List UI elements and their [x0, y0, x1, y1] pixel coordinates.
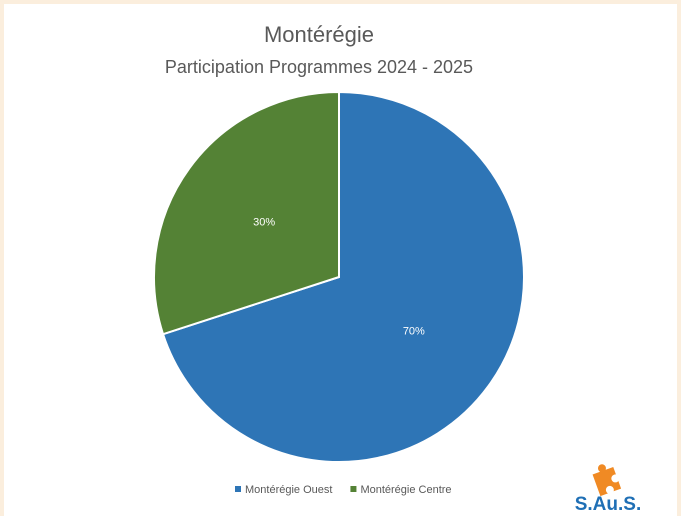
legend-label: Montérégie Ouest	[245, 484, 332, 496]
pie-slice	[161, 90, 525, 463]
chart-title: Montérégie	[264, 22, 374, 47]
legend-swatch	[235, 486, 241, 492]
logo-icon	[592, 464, 622, 497]
legend-label: Montérégie Centre	[360, 484, 451, 496]
chart-subtitle: Participation Programmes 2024 - 2025	[165, 57, 473, 77]
data-label: 70%	[403, 325, 425, 337]
pie-slice	[153, 90, 340, 336]
legend-swatch	[350, 486, 357, 492]
data-label: 30%	[253, 217, 275, 229]
logo-text: S.Au.S.	[575, 494, 642, 515]
